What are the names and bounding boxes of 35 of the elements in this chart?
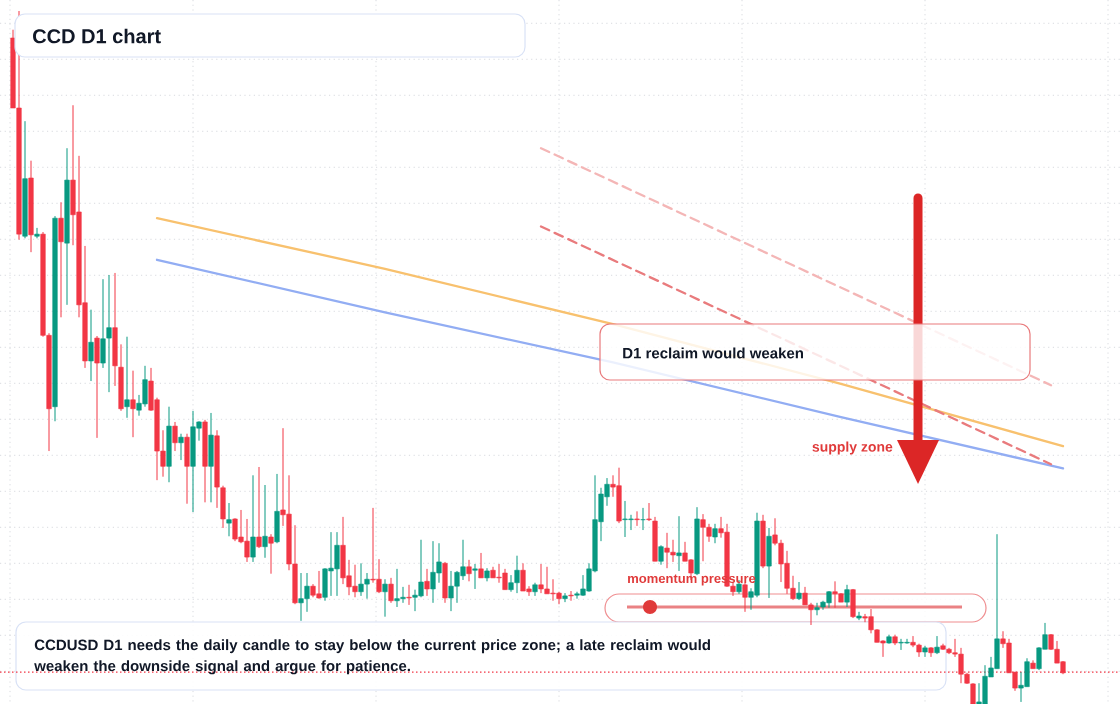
candlestick: [466, 559, 472, 582]
candlestick: [34, 227, 40, 239]
candlestick: [676, 515, 682, 572]
candlestick: [844, 584, 850, 608]
candlestick: [424, 568, 430, 597]
candlestick: [88, 309, 94, 382]
text: CCD D1 chart: [33, 28, 161, 44]
candlestick: [922, 645, 928, 658]
annotation: supply zone: [812, 441, 893, 455]
candlestick: [568, 590, 574, 602]
annotation: CCDUSD D1 needs the daily candle to stay below the current price zone; a late reclaim would weaken the downside signal and argue for patience.: [34, 639, 710, 675]
candlestick: [250, 474, 256, 563]
candlestick: [256, 466, 262, 549]
candlestick: [262, 484, 268, 559]
candlestick: [58, 201, 64, 318]
annotation: D1 reclaim would weaken: [623, 347, 803, 359]
candlestick: [478, 552, 484, 579]
candlestick: [646, 502, 652, 522]
candlestick: [382, 578, 388, 618]
candlestick: [658, 544, 664, 566]
candlestick: [562, 592, 568, 603]
candlestick: [406, 584, 412, 606]
candlestick: [712, 523, 718, 544]
candlestick: [634, 510, 640, 527]
candlestick: [178, 433, 184, 461]
candlestick: [472, 563, 478, 590]
candlestick: [226, 502, 232, 537]
candlestick: [268, 533, 274, 575]
candlestick: [388, 577, 394, 604]
candlestick: [796, 581, 802, 601]
candlestick: [124, 336, 130, 419]
candlestick: [172, 421, 178, 452]
candlestick: [130, 370, 136, 438]
candlestick: [934, 635, 940, 655]
candlestick: [856, 611, 862, 621]
